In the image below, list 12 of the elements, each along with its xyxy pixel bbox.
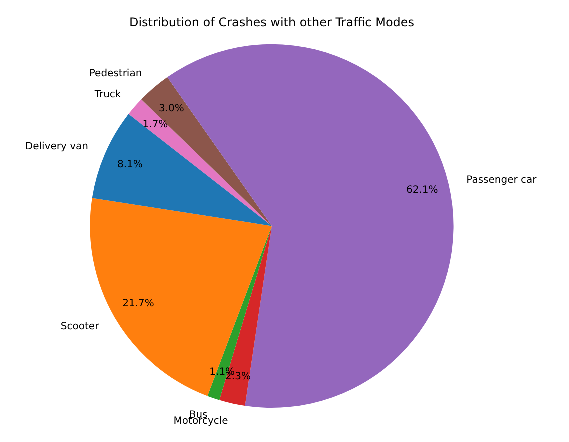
data-label: 62.1% (406, 185, 438, 196)
data-label: 3.0% (158, 103, 184, 114)
slice-label: Delivery van (25, 141, 88, 152)
data-label: 1.7% (142, 119, 168, 130)
slice-label: Scooter (60, 321, 100, 332)
slice-label: Passenger car (466, 174, 538, 186)
slice-label: Truck (94, 89, 122, 100)
chart-title: Distribution of Crashes with other Traffic Modes (129, 15, 415, 30)
data-label: 8.1% (118, 159, 143, 170)
slice-label: Motorcycle (174, 416, 228, 427)
slice-label: Pedestrian (89, 68, 142, 80)
data-label: 21.7% (122, 298, 154, 310)
